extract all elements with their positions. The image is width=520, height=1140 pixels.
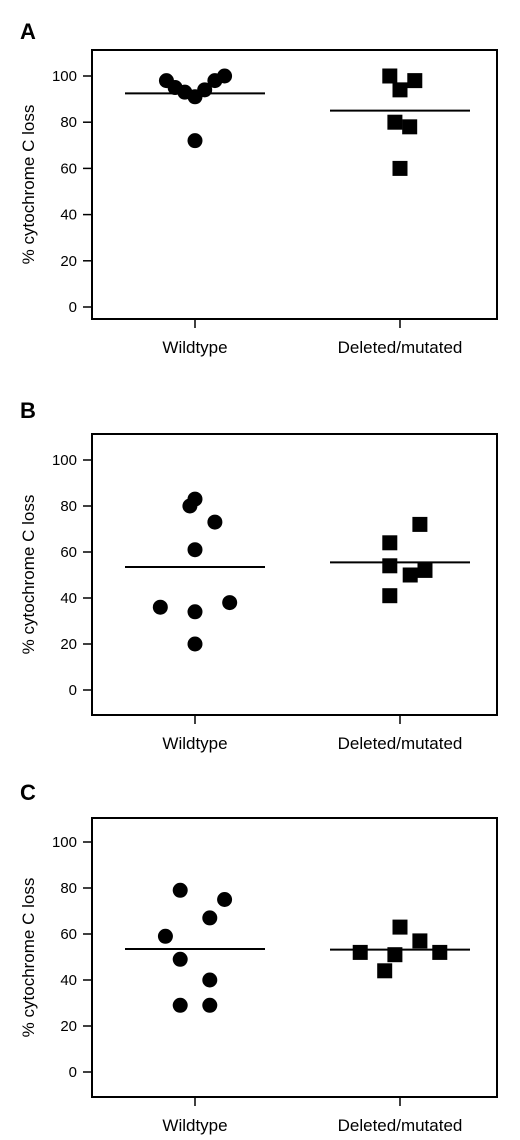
- data-point-square: [382, 558, 398, 574]
- data-point-circle: [217, 892, 233, 907]
- category-label: Deleted/mutated: [338, 338, 463, 357]
- data-point-square: [377, 963, 393, 979]
- y-tick-label: 20: [60, 636, 77, 653]
- plot-frame: [91, 817, 498, 1098]
- data-point-circle: [187, 604, 203, 620]
- data-point-square: [392, 160, 408, 176]
- data-point-square: [412, 933, 428, 949]
- data-point-square: [382, 68, 398, 84]
- data-point-circle: [187, 636, 203, 652]
- panel-letter: B: [20, 398, 36, 423]
- data-point-square: [392, 919, 408, 935]
- y-tick-label: 40: [60, 590, 77, 607]
- y-tick-label: 20: [60, 1018, 77, 1035]
- data-point-circle: [187, 133, 203, 149]
- data-point-circle: [152, 599, 168, 615]
- y-tick-label: 80: [60, 498, 77, 515]
- data-point-square: [417, 562, 433, 578]
- y-tick-label: 80: [60, 880, 77, 897]
- data-point-square: [382, 535, 398, 551]
- y-tick-label: 20: [60, 253, 77, 270]
- category-label: Wildtype: [162, 338, 227, 357]
- data-point-circle: [202, 972, 218, 988]
- data-point-square: [412, 516, 428, 532]
- panel-letter: C: [20, 780, 36, 805]
- data-point-circle: [217, 68, 233, 84]
- category-label: Wildtype: [162, 1116, 227, 1135]
- data-point-square: [382, 588, 398, 604]
- category-label: Deleted/mutated: [338, 1116, 463, 1135]
- data-point-circle: [172, 951, 188, 967]
- y-tick-label: 40: [60, 972, 77, 989]
- data-point-circle: [157, 928, 173, 944]
- y-tick-label: 40: [60, 207, 77, 224]
- y-tick-label: 100: [52, 452, 77, 469]
- data-point-square: [387, 947, 403, 963]
- data-point-square: [402, 119, 418, 135]
- category-label: Wildtype: [162, 734, 227, 753]
- plot-frame: [91, 433, 498, 716]
- data-point-square: [352, 944, 368, 960]
- y-axis-title: % cytochrome C loss: [19, 495, 38, 655]
- plot-frame: [91, 49, 498, 320]
- data-point-circle: [202, 997, 218, 1013]
- y-tick-label: 60: [60, 926, 77, 943]
- panel-letter: A: [20, 19, 36, 44]
- y-tick-label: 100: [52, 834, 77, 851]
- y-tick-label: 100: [52, 68, 77, 85]
- y-tick-label: 60: [60, 544, 77, 561]
- data-point-circle: [202, 910, 218, 926]
- data-point-square: [432, 944, 448, 960]
- y-tick-label: 0: [69, 299, 77, 316]
- data-point-square: [407, 73, 423, 89]
- y-axis-title: % cytochrome C loss: [19, 105, 38, 265]
- data-point-circle: [222, 595, 238, 611]
- y-tick-label: 60: [60, 160, 77, 177]
- data-point-square: [402, 567, 418, 583]
- category-label: Deleted/mutated: [338, 734, 463, 753]
- data-point-circle: [172, 997, 188, 1013]
- y-tick-label: 0: [69, 682, 77, 699]
- data-point-circle: [207, 514, 223, 530]
- y-tick-label: 0: [69, 1064, 77, 1081]
- data-point-square: [392, 82, 408, 98]
- data-point-circle: [187, 542, 203, 558]
- data-point-square: [387, 114, 403, 130]
- data-point-circle: [172, 882, 188, 898]
- y-axis-title: % cytochrome C loss: [19, 878, 38, 1038]
- y-tick-label: 80: [60, 114, 77, 131]
- data-point-circle: [187, 491, 203, 507]
